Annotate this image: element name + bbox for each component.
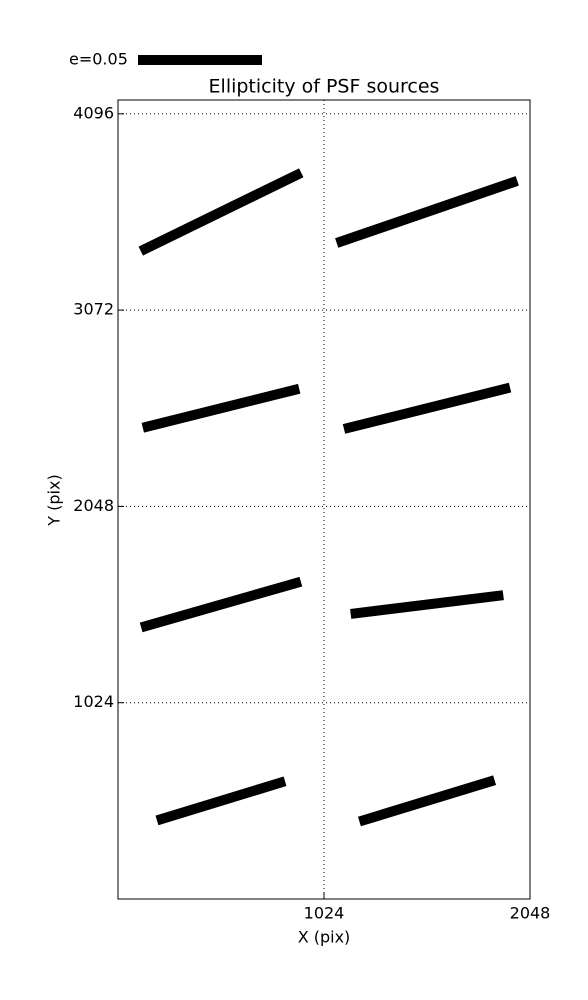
y-tick-label: 3072 (73, 300, 114, 319)
whisker (342, 382, 512, 434)
whisker (138, 168, 304, 256)
whisker (357, 775, 497, 827)
x-tick-label: 1024 (304, 904, 345, 923)
y-tick-label: 1024 (73, 692, 114, 711)
y-tick-label: 2048 (73, 496, 114, 515)
whisker (139, 576, 303, 633)
whisker (350, 590, 504, 619)
y-axis-label: Y (pix) (45, 474, 64, 526)
x-axis-label: X (pix) (298, 928, 351, 947)
y-tick-label: 4096 (73, 103, 114, 122)
key-label: e=0.05 (69, 50, 128, 69)
x-tick-label: 2048 (510, 904, 551, 923)
plot-frame (117, 99, 531, 900)
whisker (155, 776, 287, 826)
whisker (141, 383, 301, 433)
chart-title: Ellipticity of PSF sources (209, 76, 440, 98)
whisker (335, 176, 519, 248)
